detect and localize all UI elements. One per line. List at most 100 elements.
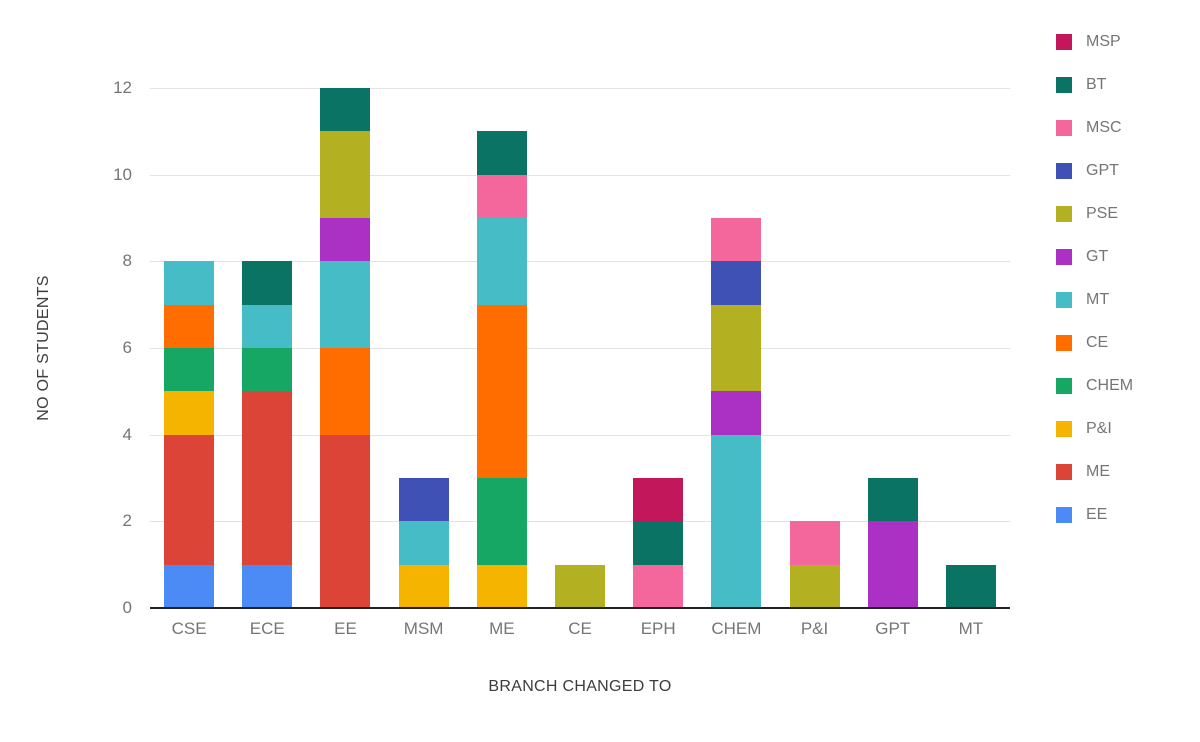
bar-segment-MT-BT[interactable] — [945, 564, 996, 608]
x-axis-line — [150, 607, 1010, 609]
legend-swatch — [1056, 292, 1072, 308]
legend-label: BT — [1086, 76, 1107, 93]
legend-swatch — [1056, 163, 1072, 179]
legend-item-CE[interactable]: CE — [1056, 333, 1133, 353]
legend-swatch — [1056, 507, 1072, 523]
legend-item-MSP[interactable]: MSP — [1056, 32, 1133, 52]
legend-item-P&I[interactable]: P&I — [1056, 419, 1133, 439]
legend-item-GT[interactable]: GT — [1056, 247, 1133, 267]
legend-item-ME[interactable]: ME — [1056, 462, 1133, 482]
plot-area: 0 2 4 6 8 10 12 CSE ECE EE MSM ME CE EPH CHEM P&I GPT MT — [113, 78, 1010, 638]
y-tick-label: 2 — [122, 511, 132, 531]
bar-GPT — [867, 478, 918, 608]
bar-segment-EPH-MSC[interactable] — [633, 564, 684, 608]
bar-segment-MSM-GPT[interactable] — [398, 478, 449, 522]
legend-label: P&I — [1086, 420, 1112, 437]
bar-segment-ECE-ME[interactable] — [242, 391, 293, 565]
legend-label: ME — [1086, 463, 1110, 480]
bar-segment-EE-BT[interactable] — [320, 88, 371, 132]
gridline — [150, 348, 1010, 349]
bar-segment-CSE-P&I[interactable] — [164, 391, 215, 435]
legend: MSP BT MSC GPT PSE GT MT CE CHEM P&I ME EE — [1056, 32, 1133, 548]
bar-segment-EPH-BT[interactable] — [633, 521, 684, 565]
legend-item-GPT[interactable]: GPT — [1056, 161, 1133, 181]
bar-segment-ECE-EE[interactable] — [242, 564, 293, 608]
bar-segment-ME-BT[interactable] — [476, 131, 527, 175]
y-tick-label: 4 — [122, 424, 132, 444]
bar-segment-MSM-MT[interactable] — [398, 521, 449, 565]
legend-item-MSC[interactable]: MSC — [1056, 118, 1133, 138]
bar-segment-EE-ME[interactable] — [320, 434, 371, 608]
legend-item-PSE[interactable]: PSE — [1056, 204, 1133, 224]
bar-ECE — [242, 261, 293, 608]
bar-segment-CHEM-GPT[interactable] — [711, 261, 762, 305]
bar-segment-CSE-ME[interactable] — [164, 434, 215, 565]
bar-segment-ECE-MT[interactable] — [242, 304, 293, 349]
legend-item-EE[interactable]: EE — [1056, 505, 1133, 525]
x-tick-label: MSM — [403, 619, 444, 638]
bar-segment-ME-MSC[interactable] — [476, 174, 527, 219]
legend-swatch — [1056, 421, 1072, 437]
bar-MSM — [398, 478, 449, 608]
bar-CHEM — [711, 218, 762, 608]
bar-segment-GPT-GT[interactable] — [867, 521, 918, 608]
bar-segment-ECE-BT[interactable] — [242, 261, 293, 305]
bar-segment-P&I-MSC[interactable] — [789, 521, 840, 565]
legend-item-BT[interactable]: BT — [1056, 75, 1133, 95]
bar-segment-ME-CE[interactable] — [476, 304, 527, 479]
x-tick-label: CHEM — [711, 619, 762, 638]
gridline — [150, 521, 1010, 523]
legend-label: EE — [1086, 506, 1108, 523]
y-tick-label: 12 — [113, 78, 132, 97]
bar-segment-ME-P&I[interactable] — [476, 564, 527, 608]
y-axis-title: NO OF STUDENTS — [35, 275, 52, 421]
legend-label: MSC — [1086, 119, 1122, 136]
bar-segment-ME-MT[interactable] — [476, 218, 527, 305]
bar-segment-MSM-P&I[interactable] — [398, 564, 449, 608]
bar-segment-ME-CHEM[interactable] — [476, 478, 527, 565]
y-tick-label: 10 — [113, 164, 132, 184]
x-tick-label: P&I — [800, 619, 829, 638]
legend-label: MSP — [1086, 33, 1121, 50]
x-tick-label: CE — [568, 619, 592, 638]
legend-label: CHEM — [1086, 377, 1134, 394]
bar-segment-CHEM-MT[interactable] — [711, 434, 762, 608]
legend-label: GT — [1086, 248, 1109, 265]
legend-swatch — [1056, 464, 1072, 480]
gridline — [150, 261, 1010, 263]
bar-segment-ECE-CHEM[interactable] — [242, 348, 293, 392]
x-tick-label: MT — [958, 619, 984, 638]
x-tick-label: EPH — [640, 619, 676, 638]
bar-P&I — [789, 521, 840, 608]
bar-EE — [320, 88, 371, 608]
bar-segment-CE-PSE[interactable] — [555, 564, 605, 608]
bar-segment-EPH-MSP[interactable] — [633, 478, 684, 522]
legend-swatch — [1056, 120, 1072, 136]
legend-item-CHEM[interactable]: CHEM — [1056, 376, 1133, 396]
bar-segment-EE-PSE[interactable] — [320, 131, 371, 219]
bar-segment-EE-MT[interactable] — [320, 261, 371, 349]
legend-swatch — [1056, 34, 1072, 50]
bar-segment-CSE-EE[interactable] — [164, 564, 215, 608]
x-tick-label: CSE — [171, 619, 207, 638]
y-tick-label: 8 — [122, 251, 132, 271]
bar-segment-CHEM-PSE[interactable] — [711, 304, 762, 392]
bar-segment-EE-GT[interactable] — [320, 218, 371, 262]
bar-CSE — [164, 261, 215, 608]
bar-segment-CSE-CE[interactable] — [164, 304, 215, 349]
bar-segment-CSE-CHEM[interactable] — [164, 348, 215, 392]
bar-segment-CHEM-MSC[interactable] — [711, 218, 762, 262]
bar-segment-CSE-MT[interactable] — [164, 261, 215, 305]
bar-segment-P&I-PSE[interactable] — [789, 564, 840, 608]
legend-label: MT — [1086, 291, 1110, 308]
x-tick-label: EE — [334, 619, 357, 638]
x-axis-title: BRANCH CHANGED TO — [488, 678, 672, 695]
legend-item-MT[interactable]: MT — [1056, 290, 1133, 310]
x-tick-label: ECE — [249, 619, 285, 638]
bar-segment-CHEM-GT[interactable] — [711, 391, 762, 435]
bar-segment-GPT-BT[interactable] — [867, 478, 918, 522]
x-tick-label: ME — [489, 619, 515, 638]
bar-segment-EE-CE[interactable] — [320, 348, 371, 435]
gridline — [150, 88, 1010, 89]
